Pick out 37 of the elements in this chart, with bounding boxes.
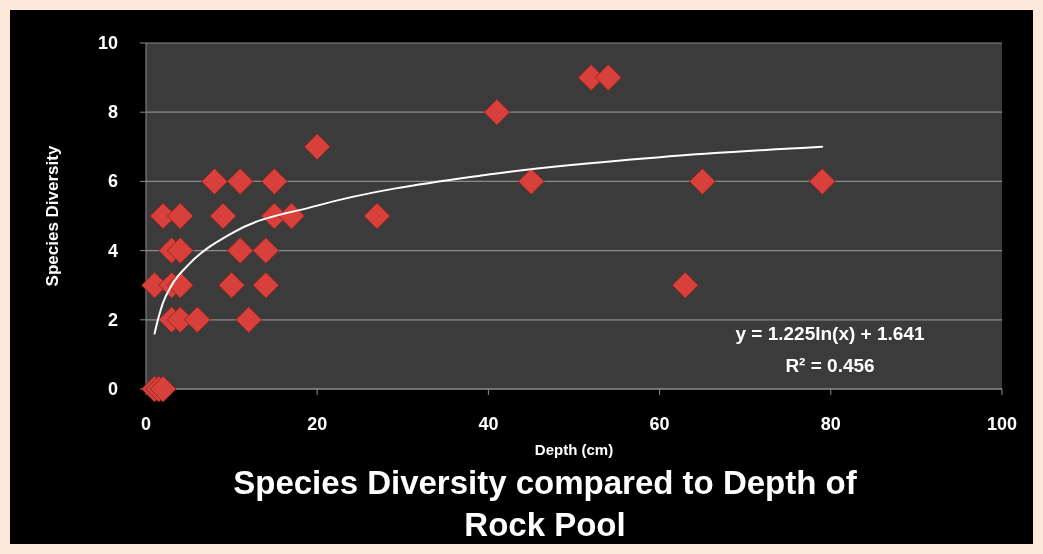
point (517, 168, 545, 195)
y-tick-label: 6 (107, 171, 118, 192)
y-axis-title: Species Diversity (43, 145, 62, 287)
point (252, 237, 280, 264)
point (209, 202, 237, 230)
x-tick-label: 60 (649, 414, 670, 434)
x-tick-label: 40 (478, 414, 499, 434)
annotation: y = 1.225ln(x) + 1.641 (735, 323, 925, 344)
point (235, 306, 263, 334)
point (166, 237, 194, 264)
point (483, 98, 511, 126)
point (594, 64, 622, 91)
text: Species Diversity compared to Depth of Rock Pool (233, 464, 858, 543)
y-tick-label: 0 (107, 379, 118, 399)
point (226, 237, 254, 264)
x-tick-label: 100 (986, 414, 1018, 434)
point (363, 202, 391, 230)
point (183, 306, 211, 334)
point (218, 271, 245, 299)
y-tick-label: 8 (107, 102, 118, 123)
point (689, 168, 716, 195)
x-axis-title: Depth (cm) (534, 441, 614, 458)
point (808, 168, 836, 195)
y-tick-label: 2 (107, 309, 118, 330)
point (671, 271, 699, 299)
point (261, 168, 288, 195)
x-tick-label: 80 (820, 414, 841, 434)
point (226, 168, 254, 195)
point (252, 271, 280, 299)
y-tick-label: 10 (97, 33, 118, 53)
point (201, 168, 228, 195)
y-tick-label: 4 (107, 240, 118, 261)
x-tick-label: 20 (307, 414, 328, 434)
annotation: R² = 0.456 (785, 355, 875, 376)
point (166, 202, 194, 230)
point (303, 133, 331, 161)
x-tick-label: 0 (140, 414, 152, 434)
